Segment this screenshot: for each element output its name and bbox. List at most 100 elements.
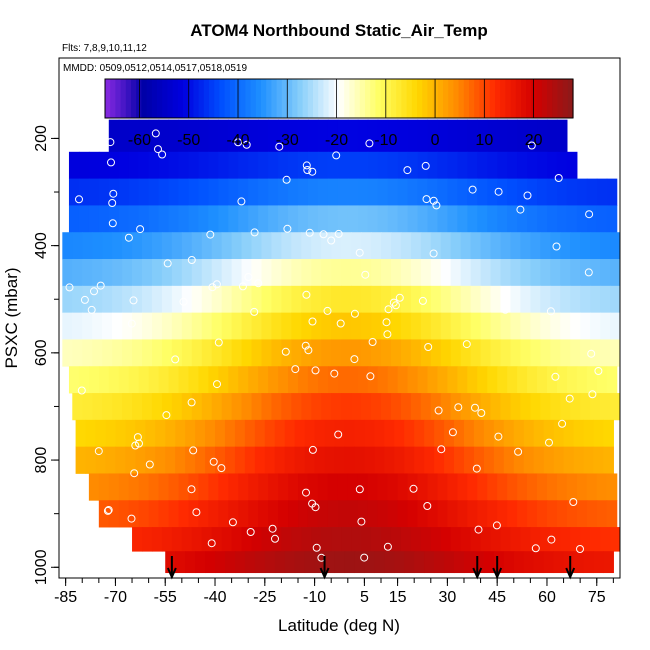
heat-cell xyxy=(546,119,558,153)
heat-cell xyxy=(311,259,322,287)
x-axis-label: Latitude (deg N) xyxy=(278,616,400,635)
heat-cell xyxy=(281,232,292,260)
heat-cell xyxy=(201,232,213,260)
heat-cell xyxy=(201,527,213,552)
heat-cell xyxy=(566,366,578,394)
colorbar-cell xyxy=(297,79,304,118)
heat-cell xyxy=(122,339,133,367)
heat-cell xyxy=(158,205,170,233)
heat-cell xyxy=(181,312,193,340)
observation-point xyxy=(77,386,86,395)
heat-cell xyxy=(228,366,239,394)
heat-cell xyxy=(553,446,565,474)
heat-cell xyxy=(317,366,329,394)
heat-cell xyxy=(420,339,432,367)
heat-cell xyxy=(268,119,279,153)
heat-cell xyxy=(450,232,462,260)
heat-cell xyxy=(198,205,209,233)
heat-cell xyxy=(331,312,342,340)
heat-cell xyxy=(387,473,399,501)
heat-cell xyxy=(450,285,462,314)
heat-cell xyxy=(483,446,495,474)
heat-cell xyxy=(361,285,372,314)
heat-cell xyxy=(457,473,468,501)
heat-cell xyxy=(407,178,419,206)
observation-points xyxy=(65,129,603,562)
heat-cell xyxy=(520,527,531,552)
heat-cell xyxy=(251,285,263,314)
heat-cell xyxy=(228,178,239,206)
heat-cell xyxy=(517,500,528,528)
heat-cell xyxy=(523,446,535,474)
heat-cell xyxy=(92,393,103,421)
heat-cell xyxy=(254,419,266,448)
heat-cell xyxy=(417,151,429,180)
heat-cell xyxy=(520,312,531,340)
heat-cell xyxy=(108,119,120,153)
heat-cell xyxy=(151,339,163,367)
heat-cell xyxy=(467,473,478,501)
heat-cell xyxy=(92,312,103,340)
heat-cell xyxy=(440,527,452,552)
heat-cell xyxy=(507,500,518,528)
heat-cell xyxy=(274,551,286,574)
heat-cell xyxy=(367,500,379,528)
heat-cell xyxy=(141,527,153,552)
heat-cell xyxy=(221,339,233,367)
heat-cell xyxy=(148,205,160,233)
heat-cell xyxy=(231,259,243,287)
colorbar-cell xyxy=(209,79,215,118)
observation-point xyxy=(238,282,247,291)
colorbar-cell xyxy=(567,79,574,118)
observation-point xyxy=(494,432,503,441)
heat-cell xyxy=(454,551,465,574)
heat-cell xyxy=(198,119,209,153)
heat-cell xyxy=(68,366,80,394)
observation-point xyxy=(246,528,255,536)
heat-cell xyxy=(278,473,289,501)
colorbar-cell xyxy=(422,79,428,118)
heat-cell xyxy=(151,393,163,421)
heat-cell xyxy=(490,285,502,314)
heat-cell xyxy=(397,119,409,153)
colorbar-cell xyxy=(250,79,257,118)
heat-cell xyxy=(284,446,296,474)
y-tick-label: 800 xyxy=(33,447,50,474)
heat-cell xyxy=(168,473,180,501)
heat-cell xyxy=(417,178,429,206)
heat-cell xyxy=(460,232,472,260)
heat-cell xyxy=(573,551,585,574)
heat-cell xyxy=(437,178,448,206)
observation-point xyxy=(90,287,98,296)
colorbar-cell xyxy=(183,79,189,118)
heat-cell xyxy=(447,500,458,528)
heat-cell xyxy=(337,500,349,528)
heat-cell xyxy=(241,527,253,552)
heat-cell xyxy=(377,178,389,206)
heat-cell xyxy=(414,551,425,574)
heat-cell xyxy=(480,339,492,367)
heat-cell xyxy=(556,500,568,528)
observation-point xyxy=(382,318,391,327)
heat-cell xyxy=(397,205,409,233)
heat-cell xyxy=(337,119,349,153)
heat-cell xyxy=(298,205,309,233)
heat-cell xyxy=(566,205,578,233)
heat-cell xyxy=(98,473,110,501)
observation-point xyxy=(468,185,477,194)
heat-cell xyxy=(400,259,412,287)
heat-cell xyxy=(417,205,429,233)
heat-cell xyxy=(361,393,372,421)
heat-cell xyxy=(231,232,243,260)
observation-point xyxy=(237,197,246,206)
heat-cell xyxy=(291,232,302,260)
colorbar-cell xyxy=(203,79,210,118)
heat-cell xyxy=(102,285,113,314)
heat-cell xyxy=(151,232,163,260)
heat-cell xyxy=(537,366,548,394)
observation-point xyxy=(124,233,133,242)
heat-cell xyxy=(201,339,213,367)
observation-point xyxy=(151,129,160,138)
observation-point xyxy=(130,469,139,478)
heat-cell xyxy=(141,259,153,287)
